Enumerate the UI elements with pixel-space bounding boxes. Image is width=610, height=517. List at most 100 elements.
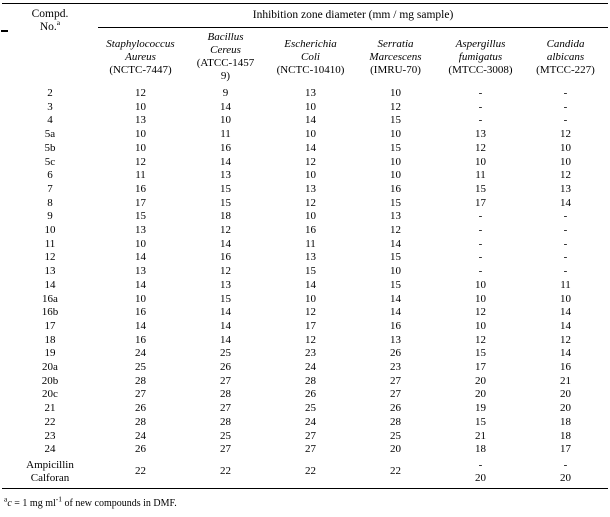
compound-cell: 16a	[42, 292, 58, 305]
value-cell: 14	[220, 237, 231, 250]
value-cell: 14	[305, 141, 316, 154]
table-row: 4 13 10 14 15 - -	[2, 114, 608, 128]
value-cell: 16	[135, 333, 146, 346]
value-cell: 12	[560, 333, 572, 346]
value-cell: -	[478, 224, 483, 237]
value-cell: 18	[475, 443, 486, 456]
compound-header-superscript: a	[56, 18, 61, 28]
value-cell: 27	[390, 374, 401, 387]
value-cell: 14	[390, 237, 401, 250]
value-cell: 14	[135, 319, 146, 332]
value-cell: 13	[135, 265, 146, 278]
value-cell: 17	[305, 319, 316, 332]
value-cell: -	[478, 100, 483, 113]
value-cell: 28	[135, 374, 146, 387]
footnote-exponent: -1	[55, 494, 63, 504]
value-cell: 20	[475, 374, 486, 387]
organism-name-line: Marcescens	[369, 50, 422, 63]
value-cell: -	[478, 265, 483, 278]
value-cell: 17	[475, 196, 486, 209]
value-cell: 26	[390, 402, 401, 415]
compound-cell: 2	[47, 87, 53, 99]
value-cell: 25	[220, 429, 231, 442]
value-cell: 10	[135, 100, 146, 113]
value-cell: 12	[305, 306, 316, 319]
value-cell: 13	[560, 182, 572, 195]
organism-code-line: (IMRU-70)	[370, 63, 421, 76]
organism-name-line: fumigatus	[458, 50, 503, 63]
value-cell: 10	[135, 237, 146, 250]
value-cell: 10	[560, 141, 572, 154]
control-name-line: Ampicillin	[26, 458, 74, 471]
table-row: 14 14 13 14 15 10 11	[2, 279, 608, 293]
table-row: 6 11 13 10 10 11 12	[2, 169, 608, 183]
control-value-cell: 22	[220, 465, 231, 478]
value-cell: 15	[475, 182, 486, 195]
value-cell: 14	[305, 114, 316, 127]
compound-cell: 12	[44, 251, 56, 264]
value-cell: 15	[390, 114, 401, 127]
value-cell: 11	[475, 169, 486, 182]
organism-header: Bacillus Cereus (ATCC-1457 9)	[183, 28, 268, 88]
value-cell: 14	[220, 306, 231, 319]
value-cell: 12	[560, 128, 572, 141]
value-cell: 27	[220, 374, 231, 387]
compound-cell: 5c	[44, 155, 56, 168]
value-cell: 16	[390, 319, 401, 332]
value-cell: -	[563, 210, 568, 223]
value-cell: 12	[135, 87, 146, 99]
organism-header: Escherichia Coli (NCTC-10410)	[268, 28, 353, 88]
value-cell: -	[563, 265, 568, 278]
table-row: 20c 27 28 26 27 20 20	[2, 388, 608, 402]
value-cell: 16	[390, 182, 401, 195]
table-row: 20a 25 26 24 23 17 16	[2, 361, 608, 375]
value-cell: 15	[220, 196, 231, 209]
value-cell: 18	[560, 429, 572, 442]
value-cell: 21	[475, 429, 486, 442]
control-value-cell: 22	[390, 465, 401, 478]
control-fungal-value: 20	[475, 471, 486, 484]
value-cell: 14	[560, 196, 572, 209]
value-cell: 13	[135, 224, 146, 237]
value-cell: 17	[560, 443, 572, 456]
value-cell: 13	[475, 128, 486, 141]
value-cell: 14	[560, 319, 572, 332]
value-cell: 13	[220, 169, 231, 182]
value-cell: 14	[220, 319, 231, 332]
compound-cell: 21	[44, 402, 56, 415]
value-cell: 14	[305, 278, 316, 291]
value-cell: 16	[560, 361, 572, 374]
value-cell: 10	[135, 128, 146, 141]
compound-cell: 5b	[44, 141, 56, 154]
value-cell: 27	[220, 443, 231, 456]
value-cell: 11	[135, 169, 146, 182]
value-cell: -	[478, 87, 483, 99]
value-cell: -	[478, 251, 483, 264]
value-cell: 11	[220, 128, 231, 141]
value-cell: 16	[305, 224, 316, 237]
table-row: 23 24 25 27 25 21 18	[2, 430, 608, 444]
table-row: 18 16 14 12 13 12 12	[2, 334, 608, 348]
value-cell: 24	[135, 347, 146, 360]
value-cell: 10	[135, 292, 146, 305]
value-cell: 10	[475, 278, 486, 291]
inhibition-table: Compd. No.a Inhibition zone diameter (mm…	[2, 3, 609, 489]
control-name-line: Calforan	[30, 471, 70, 484]
value-cell: 26	[305, 388, 316, 401]
table-row: 9 15 18 10 13 - -	[2, 210, 608, 224]
compound-header: Compd. No.a	[2, 4, 98, 88]
value-cell: 14	[220, 100, 231, 113]
control-fungal-value: -	[478, 458, 483, 471]
table-row: 11 10 14 11 14 - -	[2, 238, 608, 252]
value-cell: 25	[305, 402, 316, 415]
value-cell: 15	[390, 251, 401, 264]
table-row: 3 10 14 10 12 - -	[2, 101, 608, 115]
value-cell: 10	[560, 292, 572, 305]
value-cell: 12	[560, 169, 572, 182]
value-cell: 13	[220, 278, 231, 291]
footnote-variable: c	[7, 498, 12, 509]
value-cell: 15	[475, 415, 486, 428]
organism-code-line: (NCTC-10410)	[276, 63, 345, 76]
footnote-superscript: a	[4, 494, 8, 504]
compound-cell: 16b	[41, 306, 59, 319]
